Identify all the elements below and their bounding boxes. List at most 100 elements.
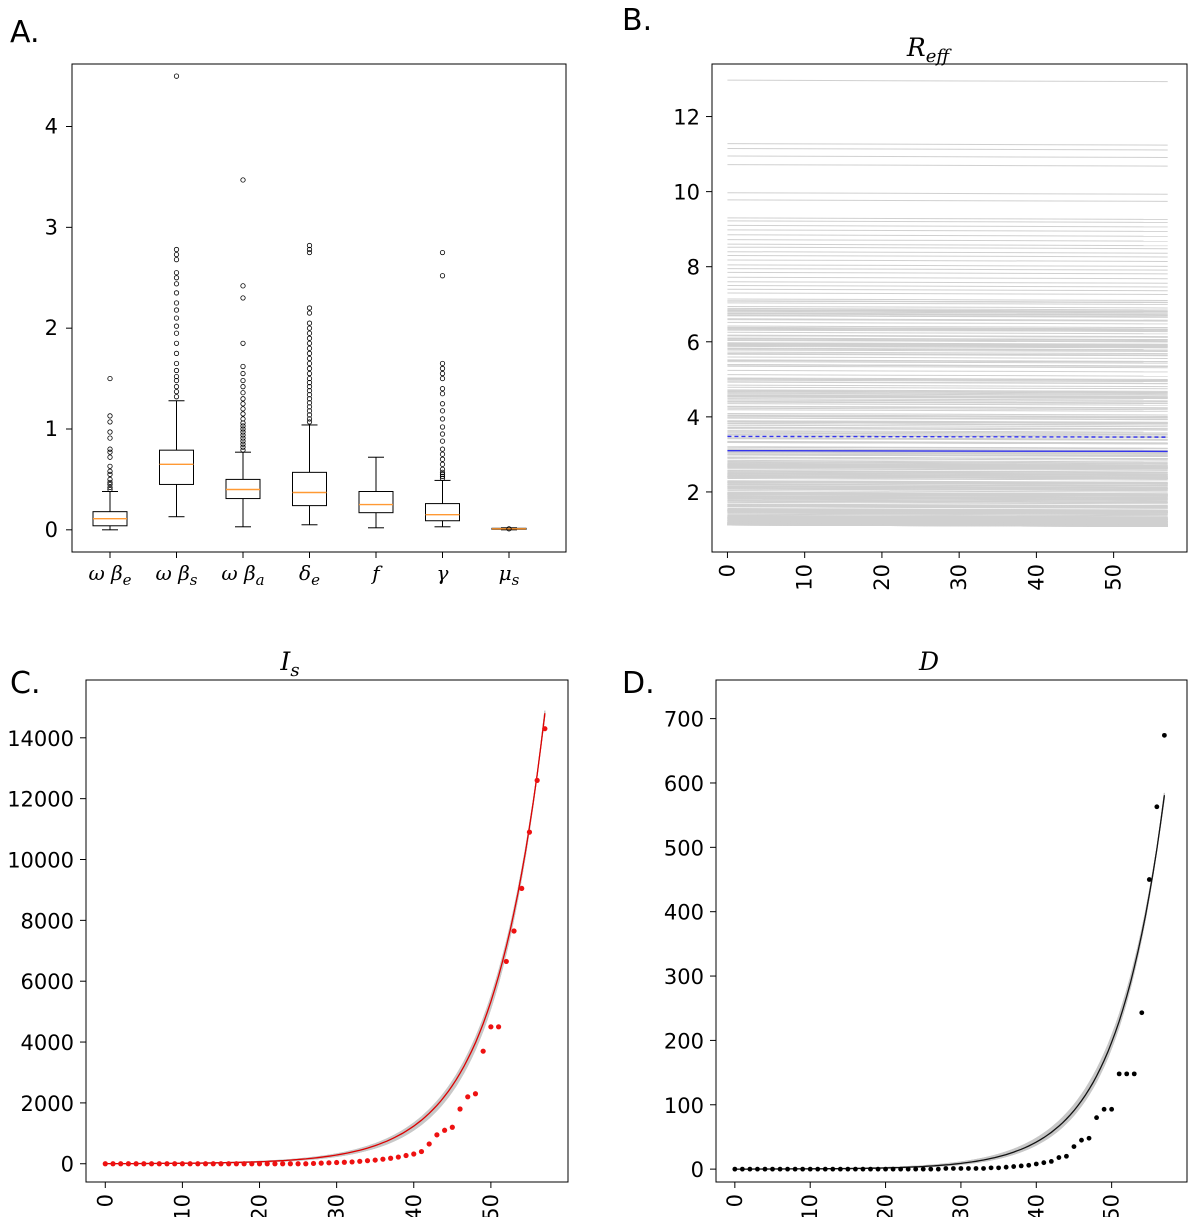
ensemble-line (727, 503, 1168, 507)
outlier-point (439, 451, 446, 457)
outlier-point (173, 73, 180, 79)
observed-point (218, 1161, 224, 1167)
outlier-point (107, 419, 113, 425)
ensemble-line (105, 710, 546, 1165)
category-label-main: ω β (221, 561, 255, 585)
category-label-main: f (370, 561, 383, 585)
ensemble-line (734, 797, 1165, 1170)
ensemble-line (727, 478, 1168, 481)
ensemble-line (105, 714, 546, 1165)
observed-point (822, 1166, 828, 1172)
ensemble-line (727, 315, 1168, 318)
observed-point (272, 1161, 278, 1167)
observed-point (256, 1161, 263, 1167)
category-label: f (370, 561, 383, 585)
outlier-point (107, 479, 113, 486)
ensemble-line (727, 309, 1168, 313)
observed-point (875, 1166, 881, 1172)
outlier-point (439, 391, 446, 397)
ensemble-line (727, 504, 1168, 508)
ensemble-line (734, 796, 1165, 1170)
observed-point (1071, 1144, 1077, 1150)
y-tick-label: 6 (687, 331, 700, 355)
ensemble-line (727, 420, 1168, 424)
observed-point (334, 1159, 340, 1166)
observed-point (449, 1124, 455, 1130)
outlier-point (240, 363, 246, 370)
ensemble-line (734, 794, 1165, 1170)
ensemble-line (727, 353, 1168, 357)
observed-point (853, 1166, 858, 1172)
ensemble-line (727, 349, 1168, 352)
outlier-point (439, 386, 446, 392)
ensemble-line (727, 298, 1168, 301)
observed-point (418, 1148, 425, 1155)
ensemble-line (734, 795, 1165, 1170)
panel-b-letter: B. (622, 3, 652, 38)
ensemble-line (727, 493, 1168, 497)
observed-point (981, 1166, 986, 1171)
category-label-sub: s (512, 571, 520, 589)
ensemble-line (727, 268, 1168, 271)
ensemble-line (727, 421, 1168, 425)
observed-point (845, 1166, 851, 1172)
observed-point (210, 1161, 216, 1167)
category-label: ω βe (88, 561, 131, 589)
ensemble-line (727, 498, 1168, 501)
category-label-sub: e (123, 571, 132, 589)
observed-point (488, 1024, 494, 1030)
outlier-point (173, 323, 180, 329)
observed-point (868, 1166, 873, 1172)
ensemble-line (727, 486, 1168, 489)
observed-point (755, 1166, 760, 1172)
outlier-point (306, 375, 313, 382)
ensemble-line (727, 314, 1168, 318)
y-tick-label: 8000 (21, 909, 74, 933)
observed-point (465, 1094, 471, 1100)
ensemble-line (727, 441, 1168, 445)
ensemble-line (105, 710, 546, 1165)
outlier-point (306, 242, 313, 249)
panel-b-frame (711, 63, 1188, 553)
panel-d-frame (715, 679, 1188, 1183)
observed-point (534, 777, 540, 784)
x-tick-label: 50 (1102, 564, 1126, 591)
ensemble-line (105, 714, 546, 1165)
observed-point (1056, 1155, 1062, 1160)
ensemble-line (734, 794, 1165, 1170)
ensemble-line (727, 407, 1168, 411)
ensemble-line (727, 343, 1168, 347)
ensemble-line (727, 378, 1168, 382)
ensemble-line (727, 364, 1168, 367)
outlier-point (306, 325, 313, 331)
y-tick-label: 4 (45, 115, 58, 139)
x-tick-label: 10 (793, 564, 817, 591)
ensemble-line (727, 460, 1168, 464)
outlier-point (506, 526, 512, 532)
observed-point (395, 1154, 401, 1160)
outlier-point (439, 365, 446, 372)
ensemble-line (727, 461, 1168, 465)
ensemble-lines (105, 710, 546, 1165)
ensemble-line (727, 468, 1168, 471)
outlier-point (240, 441, 246, 447)
observed-point (388, 1155, 394, 1161)
observed-point (249, 1161, 255, 1167)
x-tick-label: 30 (947, 564, 971, 591)
ensemble-line (727, 516, 1168, 520)
ensemble-line (727, 381, 1168, 384)
outlier-point (107, 484, 113, 491)
ensemble-line (105, 710, 546, 1165)
y-tick-label: 300 (664, 965, 704, 989)
observed-point (935, 1166, 941, 1172)
ensemble-line (727, 424, 1168, 428)
outlier-point (173, 340, 180, 346)
ensemble-line (727, 389, 1168, 392)
ensemble-line (727, 351, 1168, 355)
y-tick-label: 14000 (7, 727, 74, 751)
panel-c-frame (85, 679, 569, 1183)
outlier-point (173, 315, 180, 321)
ensemble-line (105, 711, 546, 1165)
ensemble-line (727, 423, 1168, 426)
ensemble-line (727, 325, 1168, 329)
